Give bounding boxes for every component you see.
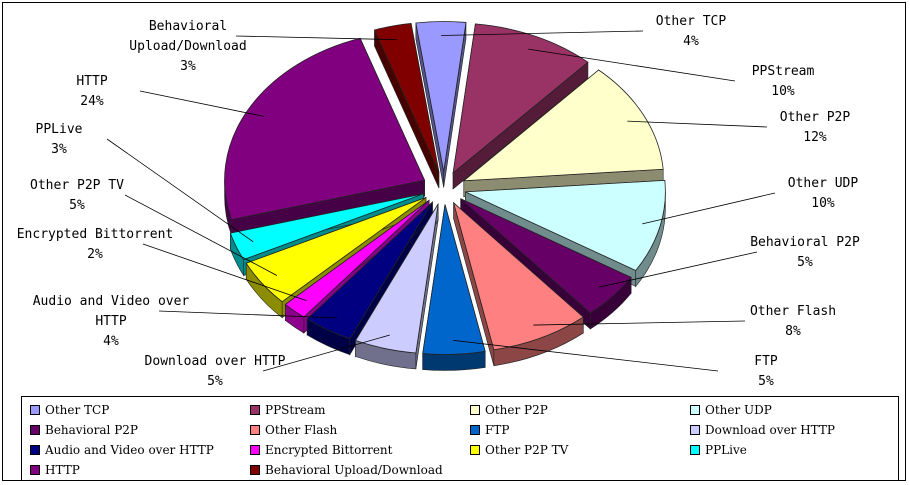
legend-swatch xyxy=(30,445,40,455)
leader-line xyxy=(262,334,390,372)
leader-line xyxy=(528,48,736,82)
legend-swatch xyxy=(690,425,700,435)
pie-slice-http xyxy=(224,37,426,236)
leader-line xyxy=(642,192,776,225)
leader-line xyxy=(106,138,254,242)
leader-line xyxy=(598,251,758,288)
legend-label: HTTP xyxy=(45,463,80,477)
leader-line xyxy=(158,310,338,319)
legend-item-other-udp: Other UDP xyxy=(690,402,772,418)
legend-item-ppstream: PPStream xyxy=(250,402,326,418)
slice-label-ppstream: PPStream 10% xyxy=(752,64,815,99)
legend-item-other-flash: Other Flash xyxy=(250,422,337,438)
leader-line xyxy=(453,339,719,372)
pie-chart: Other TCP 4% PPStream 10% Other P2P 12% Other … xyxy=(17,14,860,389)
leader-line xyxy=(124,194,278,276)
legend-item-audio-and-video-over-http: Audio and Video over HTTP xyxy=(30,442,214,458)
pie-slice-download-over-http xyxy=(354,202,439,370)
slice-label-pplive: PPLive 3% xyxy=(36,122,83,157)
legend-swatch xyxy=(30,465,40,475)
slice-label-download-over-http: Download over HTTP 5% xyxy=(145,354,286,389)
legend-label: Behavioral P2P xyxy=(45,423,138,437)
legend-label: Other Flash xyxy=(265,423,338,437)
legend-item-other-p2p: Other P2P xyxy=(470,402,548,418)
slice-label-other-p2p: Other P2P 12% xyxy=(780,110,851,145)
legend-swatch xyxy=(250,445,260,455)
legend-swatch xyxy=(250,425,260,435)
legend-swatch xyxy=(250,405,260,415)
legend-swatch xyxy=(30,405,40,415)
legend-label: Encrypted Bittorrent xyxy=(265,443,393,457)
legend-label: FTP xyxy=(485,423,510,437)
legend-label: PPLive xyxy=(705,443,747,457)
slice-label-encrypted-bittorrent: Encrypted Bittorrent 2% xyxy=(17,227,174,262)
legend-label: Other P2P xyxy=(485,403,548,417)
slice-label-other-p2p-tv: Other P2P TV 5% xyxy=(30,178,124,213)
leader-line xyxy=(235,35,397,41)
legend: Other TCP PPStream Other P2P Other UDP Behav… xyxy=(21,396,899,481)
slice-label-other-flash: Other Flash 8% xyxy=(750,304,836,339)
slice-label-other-tcp: Other TCP 4% xyxy=(656,14,727,49)
legend-swatch xyxy=(470,425,480,435)
legend-item-other-p2p-tv: Other P2P TV xyxy=(470,442,568,458)
legend-label: Download over HTTP xyxy=(705,423,835,437)
pie-slice-other-p2p xyxy=(462,69,664,198)
slice-label-http: HTTP 24% xyxy=(76,74,107,109)
leader-line xyxy=(441,30,644,36)
pie-slice-other-tcp xyxy=(415,21,467,188)
legend-item-behavioral-p2p: Behavioral P2P xyxy=(30,422,138,438)
legend-label: Other UDP xyxy=(705,403,772,417)
legend-item-encrypted-bittorrent: Encrypted Bittorrent xyxy=(250,442,392,458)
pie-slice-behavioral-upload-download xyxy=(373,22,440,189)
legend-label: PPStream xyxy=(265,403,326,417)
legend-label: Other TCP xyxy=(45,403,110,417)
legend-swatch xyxy=(690,445,700,455)
legend-label: Other P2P TV xyxy=(485,443,569,457)
pie-slice-ftp xyxy=(422,204,486,371)
slice-label-audio-and-video-over-http: Audio and Video over HTTP 4% xyxy=(33,294,190,349)
slice-label-other-udp: Other UDP 10% xyxy=(788,176,859,211)
leader-line xyxy=(139,90,264,117)
legend-item-pplive: PPLive xyxy=(690,442,747,458)
legend-swatch xyxy=(470,445,480,455)
slice-label-behavioral-p2p: Behavioral P2P 5% xyxy=(750,235,860,270)
slice-label-behavioral-upload-download: Behavioral Upload/Download 3% xyxy=(129,19,246,74)
legend-item-ftp: FTP xyxy=(470,422,509,438)
legend-swatch xyxy=(250,465,260,475)
legend-item-download-over-http: Download over HTTP xyxy=(690,422,835,438)
leader-line xyxy=(533,320,746,326)
legend-label: Behavioral Upload/Download xyxy=(265,463,443,477)
legend-item-behavioral-upload-download: Behavioral Upload/Download xyxy=(250,462,443,478)
pie-slice-ppstream xyxy=(452,23,589,190)
legend-item-http: HTTP xyxy=(30,462,80,478)
legend-label: Audio and Video over HTTP xyxy=(45,443,214,457)
leader-line xyxy=(142,243,307,301)
slice-label-ftp: FTP 5% xyxy=(754,354,778,389)
legend-swatch xyxy=(690,405,700,415)
legend-item-other-tcp: Other TCP xyxy=(30,402,109,418)
legend-swatch xyxy=(30,425,40,435)
pie-slice-other-flash xyxy=(452,201,584,367)
legend-swatch xyxy=(470,405,480,415)
leader-line xyxy=(627,120,768,128)
